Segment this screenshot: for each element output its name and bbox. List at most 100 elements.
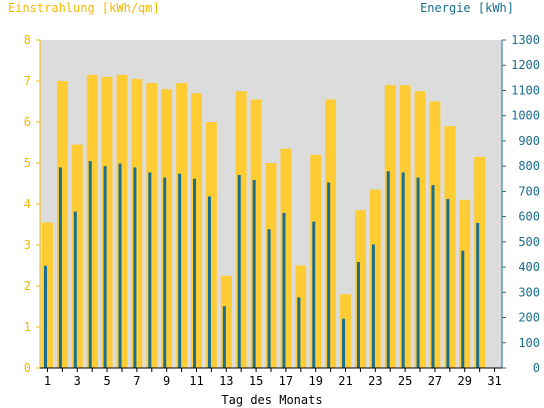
energie-bar-day-26 (416, 177, 420, 368)
x-tick-label: 17 (279, 374, 293, 388)
right-tick-label: 700 (518, 184, 540, 198)
einstrahlung-bar-day-10 (176, 83, 188, 369)
einstrahlung-bar-day-15 (250, 99, 262, 368)
x-tick-label: 21 (338, 374, 352, 388)
einstrahlung-bar-day-26 (414, 91, 426, 368)
right-tick-label: 0 (533, 361, 540, 375)
einstrahlung-bar-day-9 (161, 89, 173, 368)
energie-bar-day-28 (446, 198, 450, 368)
energie-bar-day-16 (267, 229, 271, 368)
einstrahlung-bar-day-24 (384, 85, 396, 368)
left-tick-label: 8 (24, 33, 31, 47)
energie-bar-day-22 (356, 262, 360, 368)
right-axis-ticks: 0 100 200 300 400 500 600 700 800 900 1000 1100 1200… (502, 33, 540, 375)
energie-bar-day-15 (252, 180, 256, 368)
left-axis-title: Einstrahlung [kWh/qm] (8, 1, 160, 15)
energie-bar-day-18 (297, 297, 301, 368)
x-tick-label: 3 (74, 374, 81, 388)
energie-bar-day-21 (342, 318, 346, 368)
einstrahlung-bar-day-1 (42, 222, 53, 368)
einstrahlung-bar-day-23 (369, 189, 381, 368)
energie-bar-day-1 (44, 265, 47, 368)
einstrahlung-bar-day-5 (101, 76, 113, 369)
right-tick-label: 1300 (511, 33, 540, 47)
x-tick-label: 13 (219, 374, 233, 388)
x-axis-ticks: 1 3 5 7 9 11 13 15 17 19 21 23 25 27 29 31 (44, 368, 502, 388)
x-tick-label: 11 (189, 374, 203, 388)
x-tick-label: 5 (103, 374, 110, 388)
einstrahlung-bar-day-8 (146, 83, 158, 369)
energie-bar-day-9 (163, 177, 167, 368)
energie-bar-day-29 (461, 250, 465, 368)
einstrahlung-bar-day-25 (399, 85, 411, 368)
x-tick-label: 25 (398, 374, 412, 388)
right-axis-title: Energie [kWh] (420, 1, 514, 15)
einstrahlung-bar-day-11 (191, 93, 202, 369)
right-tick-label: 100 (518, 336, 540, 350)
einstrahlung-bar-day-2 (56, 81, 68, 368)
einstrahlung-bar-day-17 (280, 148, 292, 368)
x-tick-label: 19 (308, 374, 322, 388)
x-tick-label: 27 (428, 374, 442, 388)
einstrahlung-bar-day-27 (429, 101, 441, 368)
energie-bar-day-20 (327, 182, 331, 368)
energie-bar-day-11 (193, 178, 197, 368)
energie-bar-day-3 (73, 211, 77, 368)
right-tick-label: 300 (518, 285, 540, 299)
x-tick-label: 15 (249, 374, 263, 388)
einstrahlung-bar-day-13 (220, 275, 232, 368)
einstrahlung-bar-day-3 (71, 144, 83, 368)
left-tick-label: 5 (24, 156, 31, 170)
x-tick-label: 7 (133, 374, 140, 388)
left-tick-label: 3 (24, 238, 31, 252)
energie-bar-day-14 (237, 174, 241, 368)
left-axis-ticks: 0 1 2 3 4 5 6 7 8 (24, 33, 40, 375)
left-tick-label: 6 (24, 115, 31, 129)
einstrahlung-bar-day-20 (325, 99, 337, 368)
right-tick-label: 1200 (511, 58, 540, 72)
energie-bar-day-24 (386, 171, 390, 368)
energie-bar-day-7 (133, 167, 137, 368)
einstrahlung-bar-day-19 (310, 154, 322, 368)
left-tick-label: 7 (24, 74, 31, 88)
energie-bar-day-12 (207, 196, 211, 368)
right-tick-label: 1000 (511, 109, 540, 123)
energie-bar-day-5 (103, 166, 107, 368)
energie-bar-day-8 (148, 172, 152, 368)
energie-bar-day-6 (118, 163, 122, 368)
x-axis-title: Tag des Monats (221, 393, 323, 407)
einstrahlung-bar-day-4 (86, 74, 98, 368)
right-tick-label: 500 (518, 235, 540, 249)
x-tick-label: 23 (368, 374, 382, 388)
einstrahlung-bar-day-6 (116, 74, 128, 368)
energie-bar-day-27 (431, 185, 435, 368)
einstrahlung-bar-day-30 (474, 156, 486, 368)
left-tick-label: 4 (24, 197, 31, 211)
einstrahlung-bar-day-28 (444, 126, 456, 368)
x-tick-label: 31 (487, 374, 501, 388)
right-tick-label: 900 (518, 134, 540, 148)
energie-bar-day-2 (58, 167, 62, 368)
energie-bar-day-25 (401, 172, 405, 368)
energie-bar-day-23 (371, 244, 375, 368)
einstrahlung-bar-day-14 (235, 91, 247, 368)
einstrahlung-bar-day-22 (354, 210, 366, 368)
energie-series (44, 161, 480, 368)
x-tick-label: 9 (163, 374, 170, 388)
x-tick-label: 29 (458, 374, 472, 388)
energie-bar-day-13 (222, 306, 226, 368)
left-tick-label: 1 (24, 320, 31, 334)
einstrahlung-bar-day-16 (265, 163, 277, 368)
energie-bar-day-4 (88, 161, 92, 368)
right-tick-label: 600 (518, 210, 540, 224)
energie-bar-day-19 (312, 221, 316, 368)
right-tick-label: 400 (518, 260, 540, 274)
x-tick-label: 1 (44, 374, 51, 388)
left-tick-label: 2 (24, 279, 31, 293)
right-tick-label: 200 (518, 311, 540, 325)
left-tick-label: 0 (24, 361, 31, 375)
energie-bar-day-17 (282, 212, 286, 368)
right-tick-label: 800 (518, 159, 540, 173)
right-tick-label: 1100 (511, 83, 540, 97)
